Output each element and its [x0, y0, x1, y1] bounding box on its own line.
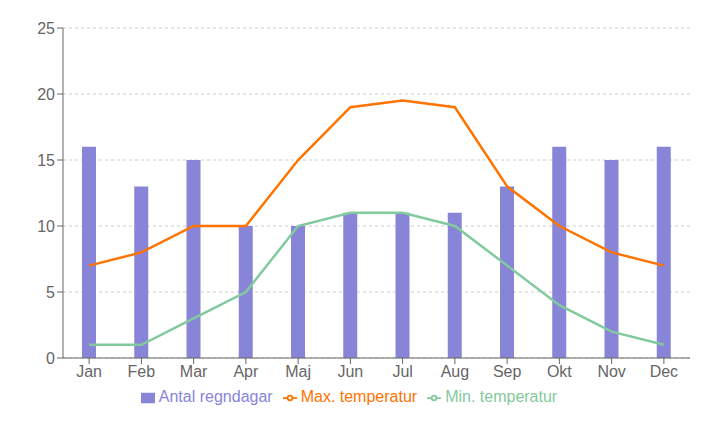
svg-text:Aug: Aug	[441, 363, 469, 380]
svg-text:5: 5	[46, 284, 55, 301]
html-text:Max. temperatur: Max. temperatur	[300, 388, 418, 405]
html-text:Antal regndagar: Antal regndagar	[158, 388, 273, 405]
svg-text:25: 25	[37, 20, 55, 37]
svg-text:Nov: Nov	[597, 363, 625, 380]
html-text:Min. temperatur: Min. temperatur	[445, 388, 558, 405]
svg-text:Okt: Okt	[547, 363, 572, 380]
svg-text:15: 15	[37, 152, 55, 169]
svg-text:Jun: Jun	[337, 363, 363, 380]
svg-text:Dec: Dec	[650, 363, 678, 380]
svg-text:Apr: Apr	[233, 363, 259, 380]
svg-text:20: 20	[37, 86, 55, 103]
svg-text:Maj: Maj	[285, 363, 311, 380]
svg-text:0: 0	[46, 350, 55, 367]
svg-text:Jan: Jan	[76, 363, 102, 380]
svg-text:Mar: Mar	[180, 363, 208, 380]
svg-text:Sep: Sep	[493, 363, 522, 380]
svg-text:Feb: Feb	[128, 363, 156, 380]
svg-text:10: 10	[37, 218, 55, 235]
svg-text:Jul: Jul	[392, 363, 412, 380]
